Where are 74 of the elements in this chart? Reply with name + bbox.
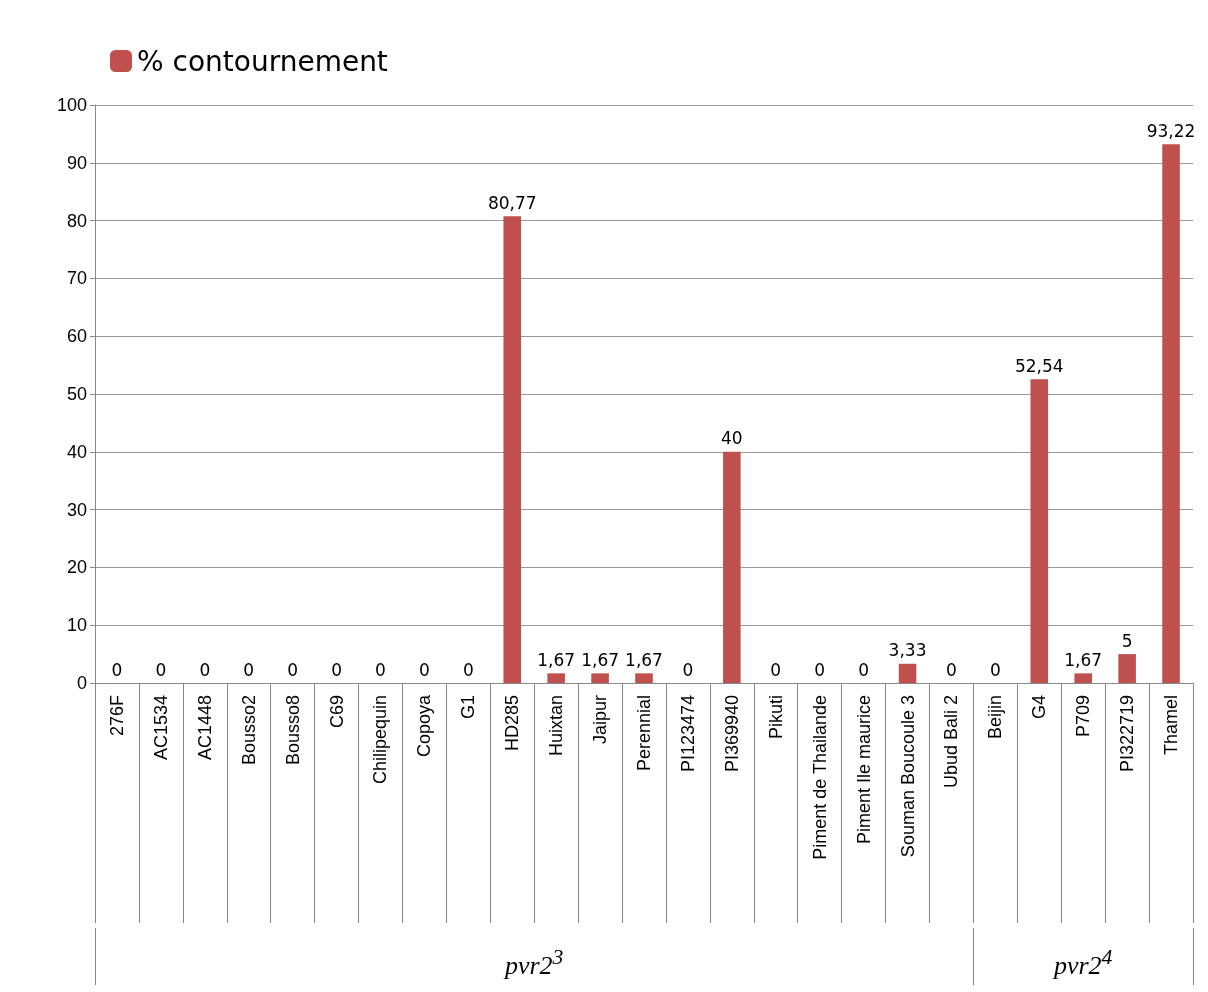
data-label: 0 [331,659,342,680]
text: pvr2$^{3}$ [502,945,565,981]
x-tick-label: Huixtan [546,695,567,757]
x-tick-label: Ubud Bali 2 [941,695,962,789]
data-label: 0 [287,659,299,680]
x-tick-label: HD285 [502,695,523,752]
data-label: 0 [946,659,957,680]
data-label: 1,67 [537,649,576,670]
x-tick-label: PI322719 [1117,695,1138,773]
y-tick-label: 0 [76,673,87,693]
x-tick-label: G1 [458,695,479,720]
x-tick-label: Perennial [634,695,654,772]
x-tick-label: Bousso2 [238,695,259,766]
bar [591,673,609,683]
data-label: 0 [111,659,123,680]
x-tick-label: AC1534 [150,695,171,761]
y-tick-label: 60 [66,326,87,347]
data-label: 0 [814,659,826,680]
x-tick-label: Bousso8 [282,695,303,766]
y-tick-label: 70 [66,268,87,289]
x-tick-label: Copoya [414,694,435,758]
x-tick-label: Piment de Thailande [809,695,830,860]
bar [898,663,917,683]
data-label: 3,33 [888,640,927,661]
x-tick-label: PI369940 [721,695,742,773]
x-tick-label: Souman Boucoule 3 [897,695,918,858]
data-label: 0 [243,659,255,680]
data-label: 0 [155,659,167,680]
data-label: 5 [1121,630,1133,651]
x-tick-label: Thamel [1161,695,1182,756]
bar [547,673,565,683]
bar [635,673,653,683]
y-tick-label: 100 [56,95,87,115]
y-tick-label: 90 [66,152,87,173]
data-label: 52,54 [1014,355,1064,376]
text: pvr2$^{4}$ [1051,945,1114,981]
y-tick-label: 20 [66,557,87,578]
x-tick-label: Beijin [985,695,1006,740]
bar [723,451,741,683]
data-label: 0 [989,659,1001,680]
data-label: 0 [375,659,386,680]
bar [1118,654,1136,683]
x-tick-label: Jaipur [590,695,611,745]
data-label: 0 [199,659,211,680]
data-label: 1,67 [1064,649,1103,670]
data-label: 1,67 [581,649,620,670]
x-tick-label: AC1448 [194,695,215,761]
x-tick-label: PI123474 [677,695,698,773]
x-tick-label: Pikuti [765,695,786,740]
data-label: 1,67 [625,649,663,670]
y-tick-label: 80 [66,210,87,231]
x-tick-label: 276F [106,695,127,737]
data-label: 0 [462,659,474,680]
y-tick-label: 50 [66,384,87,404]
bar [1074,673,1092,683]
data-label: 0 [682,659,694,680]
x-tick-label: P709 [1073,695,1094,738]
data-label: 40 [721,428,743,449]
x-tick-label: Piment Ile maurice [853,695,874,845]
legend-label: % contournement [137,44,388,78]
data-label: 93,22 [1146,120,1196,141]
bar [1162,144,1180,683]
x-tick-label: Chilipequin [370,695,391,785]
y-tick-label: 40 [66,441,87,462]
y-tick-label: 10 [66,615,87,636]
data-label: 0 [770,659,782,680]
y-tick-label: 30 [66,499,87,520]
bar [1030,379,1049,683]
bar [503,216,522,683]
data-label: 0 [858,659,870,680]
data-label: 0 [418,659,430,680]
data-label: 80,77 [487,192,537,213]
x-tick-label: G4 [1029,695,1050,720]
x-tick-label: C69 [326,695,347,729]
